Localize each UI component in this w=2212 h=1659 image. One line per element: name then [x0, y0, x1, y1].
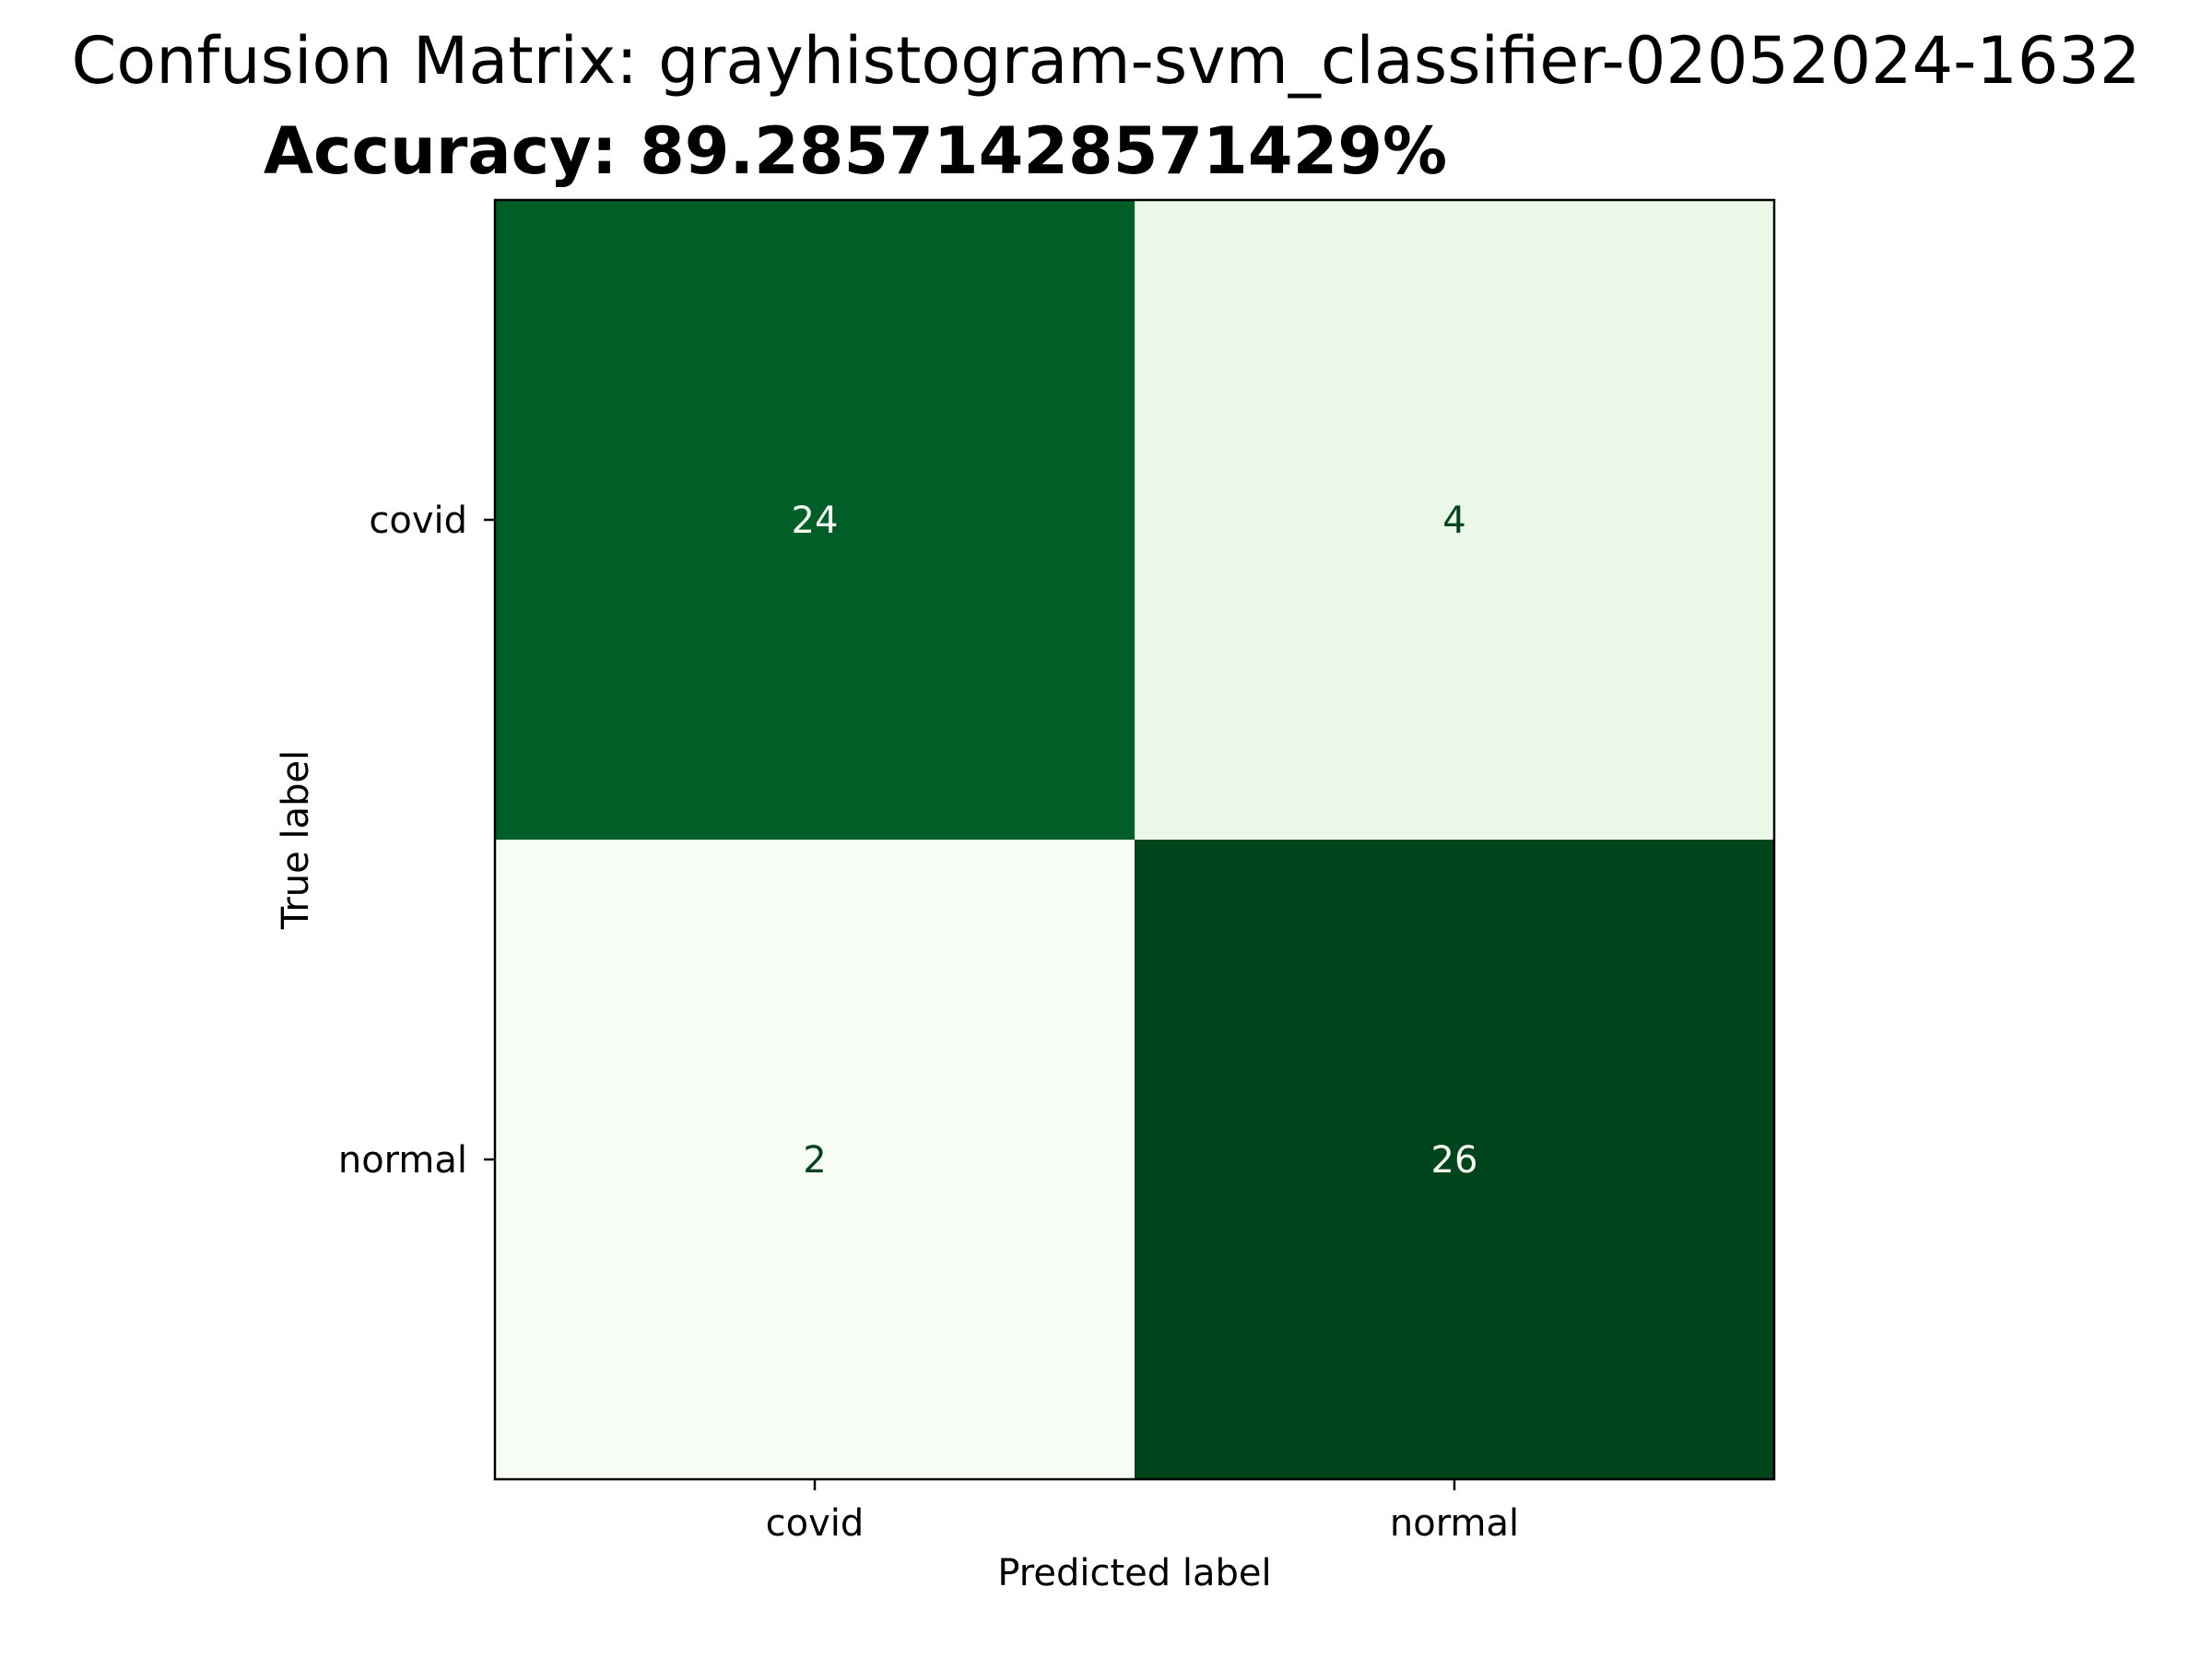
matrix-values: 24 4 2 26: [792, 500, 1478, 1182]
matrix-cell-covid-covid: [495, 200, 1135, 840]
x-axis-label: Predicted label: [997, 1552, 1271, 1594]
matrix-value-label: 4: [1442, 500, 1465, 542]
y-tick-label: covid: [369, 500, 467, 542]
matrix-cell-normal-normal: [1135, 840, 1774, 1479]
plot-frame: [493, 198, 1776, 1481]
y-tick-label: normal: [338, 1139, 467, 1182]
x-axis-ticks: covid normal: [766, 1479, 1519, 1545]
chart-title: Confusion Matrix: grayhistogram-svm_clas…: [71, 23, 2140, 99]
matrix-value-label: 24: [792, 500, 839, 542]
matrix-value-label: 26: [1431, 1139, 1478, 1182]
matrix-cell-normal-covid: [495, 840, 1135, 1479]
x-tick-label: covid: [766, 1502, 865, 1545]
matrix-cells: [495, 200, 1774, 1479]
matrix-cell-covid-normal: [1135, 200, 1774, 840]
y-axis-ticks: covid normal: [338, 500, 495, 1182]
matrix-value-label: 2: [803, 1139, 826, 1182]
chart-subtitle: Accuracy: 89.28571428571429%: [264, 113, 1447, 189]
y-axis-label: True label: [275, 750, 317, 930]
x-tick-label: normal: [1390, 1502, 1519, 1545]
